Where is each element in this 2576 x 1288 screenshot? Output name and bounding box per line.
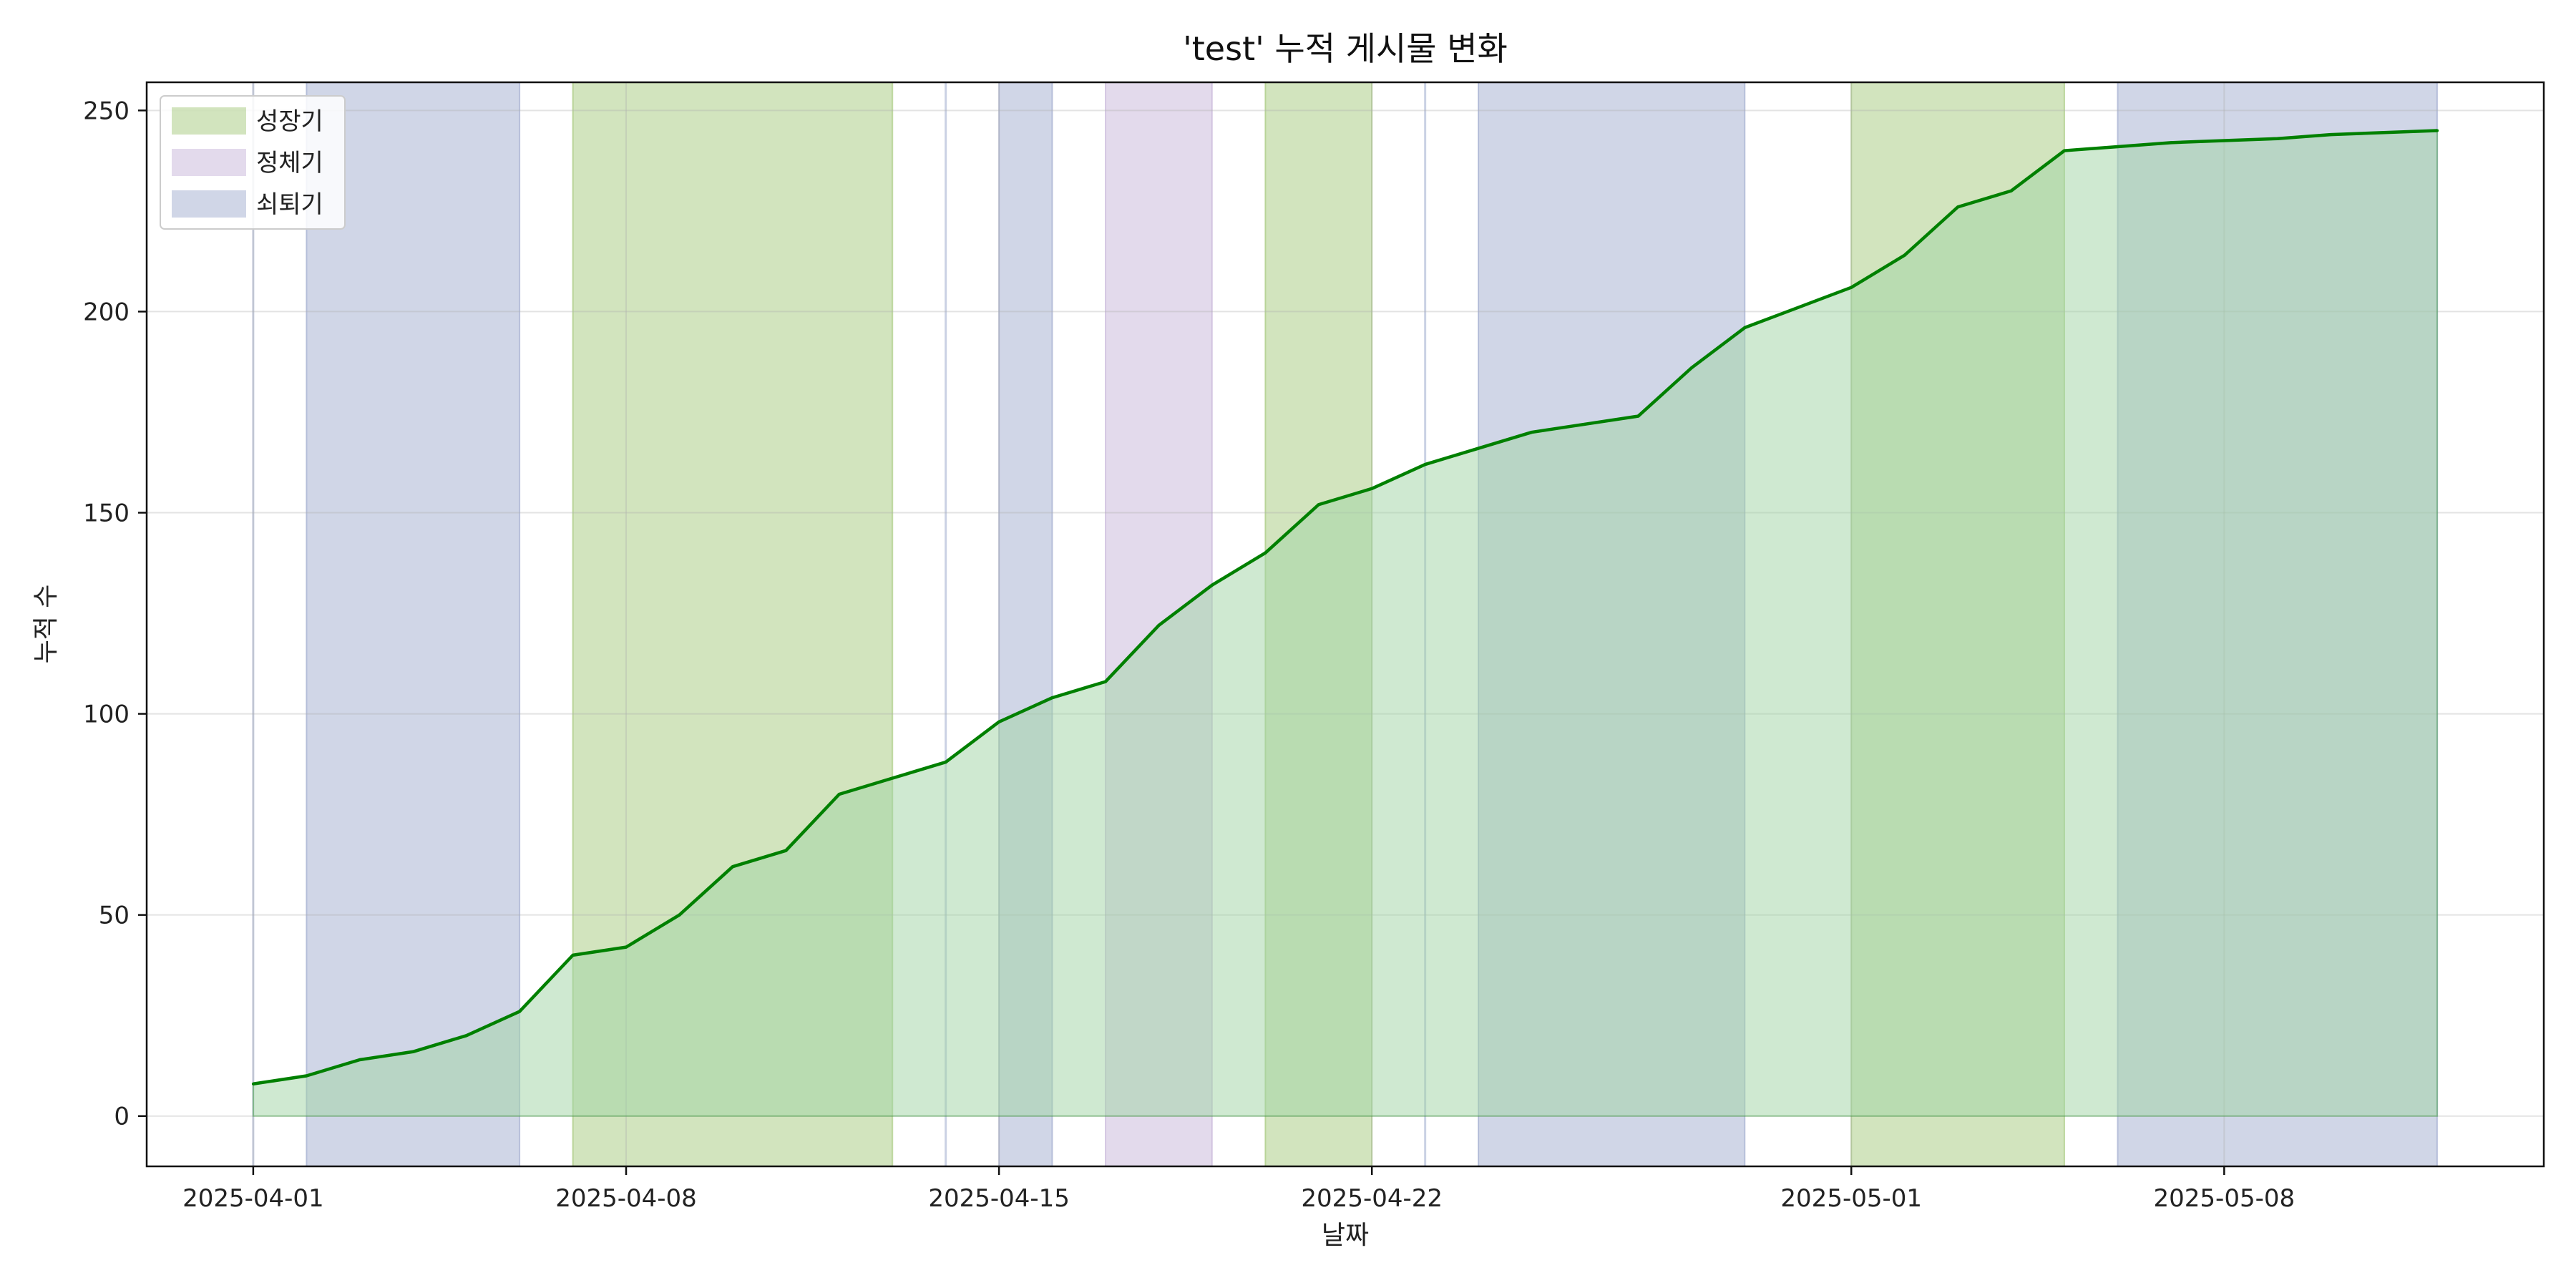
legend-box <box>160 95 346 230</box>
data-point-12 <box>891 776 894 780</box>
data-point-24 <box>1530 431 1533 434</box>
data-point-26 <box>1636 414 1640 418</box>
x-axis-label: 날짜 <box>1322 1221 1369 1250</box>
data-point-28 <box>1743 326 1747 329</box>
y-axis-label: 누적 수 <box>31 585 61 664</box>
data-point-33 <box>2009 189 2013 192</box>
data-point-19 <box>1264 551 1267 555</box>
data-point-18 <box>1210 583 1214 587</box>
data-point-25 <box>1584 422 1586 426</box>
data-point-0 <box>251 1082 255 1085</box>
phase-span-1 <box>306 82 521 1167</box>
y-tick-label-2: 100 <box>83 701 130 729</box>
x-tick-label-0: 2025-04-01 <box>182 1184 324 1213</box>
data-point-8 <box>678 913 681 917</box>
data-point-22 <box>1423 463 1427 467</box>
y-tick-label-0: 0 <box>114 1103 130 1131</box>
data-point-1 <box>305 1074 308 1078</box>
data-point-27 <box>1689 366 1693 370</box>
data-point-6 <box>571 953 575 957</box>
legend-swatch-0 <box>172 107 246 135</box>
legend-label-0: 성장기 <box>256 107 323 136</box>
area-layer <box>251 129 2439 1117</box>
legend-label-2: 쇠퇴기 <box>256 190 323 219</box>
x-tick-label-2: 2025-04-15 <box>928 1184 1070 1213</box>
data-point-21 <box>1370 487 1374 490</box>
legend-swatch-1 <box>172 149 246 176</box>
data-point-4 <box>464 1034 468 1038</box>
data-point-37 <box>2223 139 2226 142</box>
x-tick-label-5: 2025-05-08 <box>2154 1184 2296 1213</box>
data-point-9 <box>731 865 734 869</box>
data-point-29 <box>1796 306 1800 309</box>
y-tick-label-5: 250 <box>83 97 130 125</box>
y-tick-label-4: 200 <box>83 298 130 326</box>
data-point-34 <box>2063 149 2066 152</box>
data-point-40 <box>2382 131 2386 135</box>
series-line <box>253 129 2438 1085</box>
x-tick-label-4: 2025-05-01 <box>1780 1184 1922 1213</box>
data-point-32 <box>1956 205 1960 209</box>
data-point-7 <box>625 945 628 949</box>
axis-ticks: 0 50 100 150 200 250 2025-04-01 2025-04-08 2025-… <box>83 97 2295 1213</box>
x-tick-label-3: 2025-04-22 <box>1301 1184 1443 1213</box>
data-point-14 <box>997 720 1001 723</box>
data-point-11 <box>837 793 841 796</box>
data-point-38 <box>2275 137 2279 140</box>
data-point-36 <box>2169 141 2172 145</box>
data-point-17 <box>1157 623 1161 627</box>
legend-swatch-2 <box>172 190 246 218</box>
data-point-35 <box>2116 145 2119 148</box>
data-point-3 <box>411 1050 415 1053</box>
data-point-15 <box>1050 696 1054 700</box>
data-point-5 <box>518 1010 522 1013</box>
data-point-20 <box>1317 503 1320 507</box>
data-point-13 <box>944 761 947 764</box>
y-tick-label-3: 150 <box>83 499 130 528</box>
data-point-39 <box>2329 133 2333 137</box>
data-point-30 <box>1850 286 1853 289</box>
data-point-16 <box>1104 680 1107 683</box>
data-point-23 <box>1477 447 1480 450</box>
chart-title: 'test' 누적 게시물 변화 <box>1183 29 1508 68</box>
y-tick-label-1: 50 <box>99 902 130 930</box>
legend-label-1: 정체기 <box>256 149 323 177</box>
plot-frame <box>145 81 2545 1168</box>
data-point-41 <box>2436 129 2439 132</box>
data-point-2 <box>358 1058 361 1062</box>
x-tick-label-1: 2025-04-08 <box>555 1184 697 1213</box>
data-point-31 <box>1903 253 1906 257</box>
data-point-10 <box>784 849 788 852</box>
